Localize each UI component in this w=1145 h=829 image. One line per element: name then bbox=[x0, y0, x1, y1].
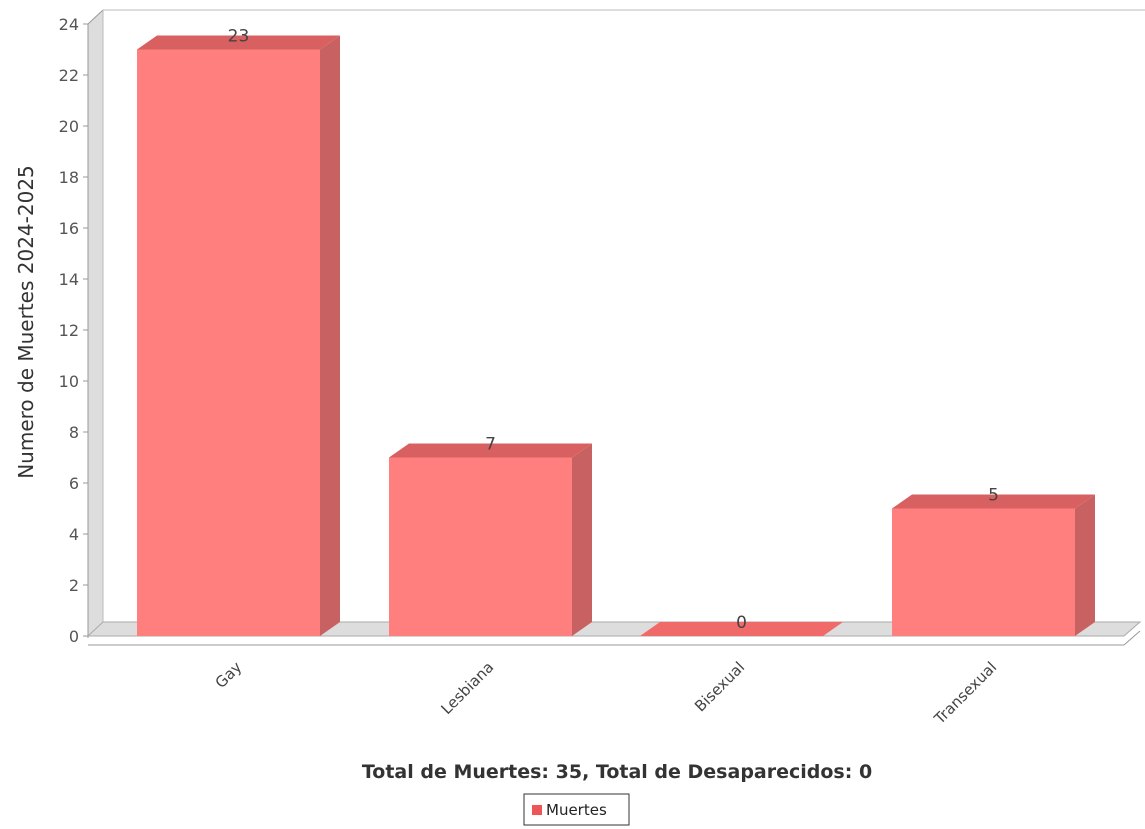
data-label-gay: 23 bbox=[228, 27, 250, 47]
bars bbox=[137, 35, 1095, 636]
y-tick-label: 22 bbox=[59, 66, 79, 85]
y-tick-label: 16 bbox=[59, 219, 79, 238]
y-tick-label: 24 bbox=[59, 15, 79, 34]
bar-transexual bbox=[892, 494, 1095, 636]
x-axis-title: Total de Muertes: 35, Total de Desaparec… bbox=[362, 761, 872, 783]
bar-lesbiana bbox=[389, 443, 592, 636]
x-tick-label-bisexual: Bisexual bbox=[691, 658, 748, 715]
bar-side bbox=[572, 443, 592, 636]
bar-front bbox=[892, 508, 1075, 636]
y-tick-label: 12 bbox=[59, 321, 79, 340]
bar-gay bbox=[137, 35, 340, 636]
left-wall bbox=[88, 10, 103, 636]
y-tick-label: 14 bbox=[59, 270, 79, 289]
bar-top bbox=[892, 494, 1095, 509]
x-tick-label-transexual: Transexual bbox=[930, 658, 1000, 728]
plot-background bbox=[86, 9, 1145, 646]
y-tick-label: 0 bbox=[69, 627, 79, 646]
bar-top bbox=[389, 443, 592, 458]
data-labels: 23 7 0 5 bbox=[228, 27, 999, 634]
x-axis-labels: Gay Lesbiana Bisexual Transexual bbox=[212, 658, 1001, 728]
data-label-lesbiana: 7 bbox=[485, 435, 496, 455]
bar-top bbox=[137, 35, 340, 50]
bar-front bbox=[137, 49, 320, 636]
wall-top-edge bbox=[87, 9, 104, 25]
x-tick-label-lesbiana: Lesbiana bbox=[437, 658, 497, 718]
bar-side bbox=[1075, 494, 1095, 636]
y-tick-label: 6 bbox=[69, 474, 79, 493]
legend-label-muertes: Muertes bbox=[546, 801, 607, 819]
legend: Muertes bbox=[523, 793, 630, 826]
bar-bisexual bbox=[640, 622, 843, 636]
y-tick-label: 8 bbox=[69, 423, 79, 442]
data-label-bisexual: 0 bbox=[736, 613, 747, 633]
bar-side bbox=[320, 35, 340, 636]
x-axis-depth-line bbox=[1123, 630, 1141, 646]
y-tick-label: 18 bbox=[59, 168, 79, 187]
data-label-transexual: 5 bbox=[988, 486, 999, 506]
bar-front bbox=[389, 457, 572, 636]
y-tick-label: 4 bbox=[69, 525, 79, 544]
y-tick-label: 20 bbox=[59, 117, 79, 136]
bar-top bbox=[640, 622, 843, 636]
x-tick-label-gay: Gay bbox=[212, 658, 246, 692]
y-axis-title: Numero de Muertes 2024-2025 bbox=[14, 165, 38, 479]
y-tick-label: 2 bbox=[69, 576, 79, 595]
y-tick-label: 10 bbox=[59, 372, 79, 391]
legend-swatch-muertes bbox=[532, 805, 542, 815]
